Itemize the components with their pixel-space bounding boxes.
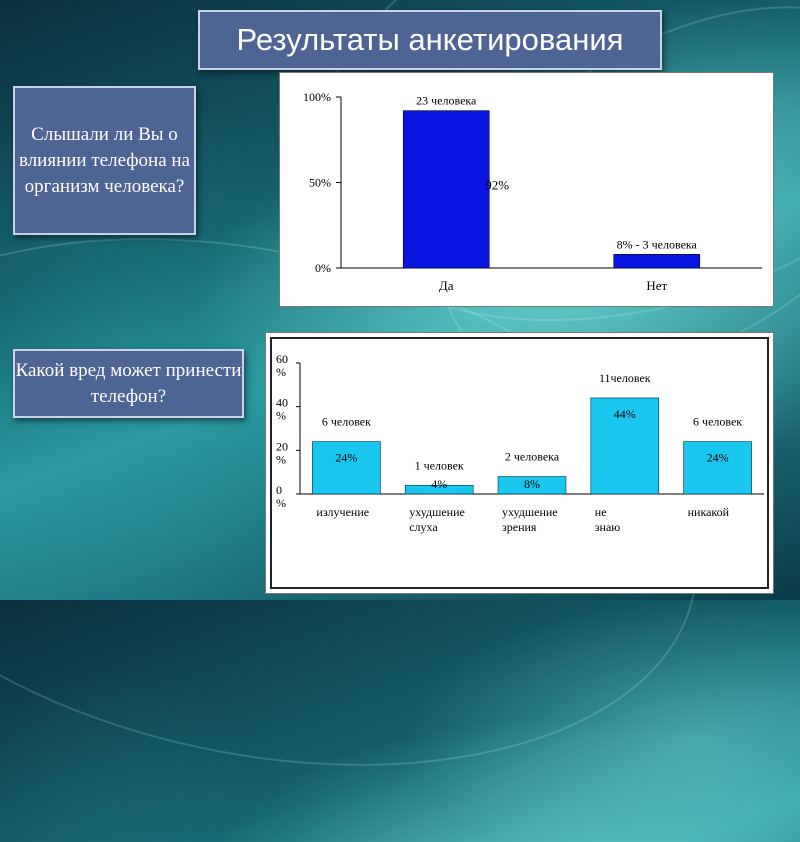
bar (590, 397, 660, 495)
bar (404, 484, 474, 495)
question-box-awareness: Слышали ли Вы о влиянии телефона на орга… (13, 86, 196, 235)
bar-top-label: 1 человек (415, 458, 464, 472)
question-awareness-text: Слышали ли Вы о влиянии телефона на орга… (18, 123, 190, 197)
bar-top-label: 11человек (599, 371, 651, 385)
y-tick-label: 0% (315, 261, 331, 275)
question-harm-text: Какой вред может принести телефон? (15, 359, 242, 407)
harm-chart-frame: 0% 20% 40% 60% 6 человек 24% излучение 1 челове… (270, 337, 769, 589)
awareness-chart: 0% 50% 100% Да 23 человека 92% Нет 8% - 3 челов… (303, 90, 762, 293)
x-category-label: излучение (316, 505, 369, 519)
x-category-label: Да (439, 278, 454, 293)
bar (613, 254, 701, 269)
y-tick-label: 20% (276, 439, 288, 466)
slide-title: Результаты анкетирования (198, 10, 662, 70)
harm-chart-panel: 0% 20% 40% 60% 6 человек 24% излучение 1 челове… (265, 332, 774, 594)
awareness-chart-panel: 0% 50% 100% Да 23 человека 92% Нет 8% - 3 челов… (279, 72, 774, 307)
bar-top-label: 6 человек (693, 415, 742, 429)
bar-value-label: 44% (614, 407, 636, 421)
bar-top-label: 6 человек (322, 415, 371, 429)
harm-chart: 0 % 20 % 40 % 60 % 6 человек 24% излучение 1 челове… (276, 352, 764, 534)
x-category-label: Нет (646, 278, 667, 293)
y-tick-label: 40% (276, 396, 288, 423)
x-category-label: ухудшение зрения (502, 505, 558, 534)
y-tick-label: 0% (276, 483, 286, 510)
question-box-harm: Какой вред может принести телефон? (13, 349, 244, 418)
bar (312, 441, 381, 495)
y-tick-label: 100% (303, 90, 331, 104)
x-category-label: не знаю (595, 505, 620, 534)
bar-top-label: 8% - 3 человека (617, 237, 698, 251)
bar-value-label: 24% (335, 451, 357, 465)
bar-top-label: 2 человека (505, 450, 560, 464)
y-tick-label: 60% (276, 352, 288, 379)
bar-top-label: 23 человека (416, 94, 477, 108)
bar-value-label: 24% (707, 451, 729, 465)
bar (497, 476, 567, 495)
x-category-label: ухудшение слуха (409, 505, 465, 534)
bar-value-label: 8% (524, 477, 540, 491)
x-category-label: никакой (688, 505, 730, 519)
bar (402, 110, 490, 269)
y-tick-label: 50% (309, 176, 331, 190)
bar-value-label: 92% (485, 177, 509, 192)
bar (683, 441, 752, 495)
bar-value-label: 4% (431, 477, 447, 491)
